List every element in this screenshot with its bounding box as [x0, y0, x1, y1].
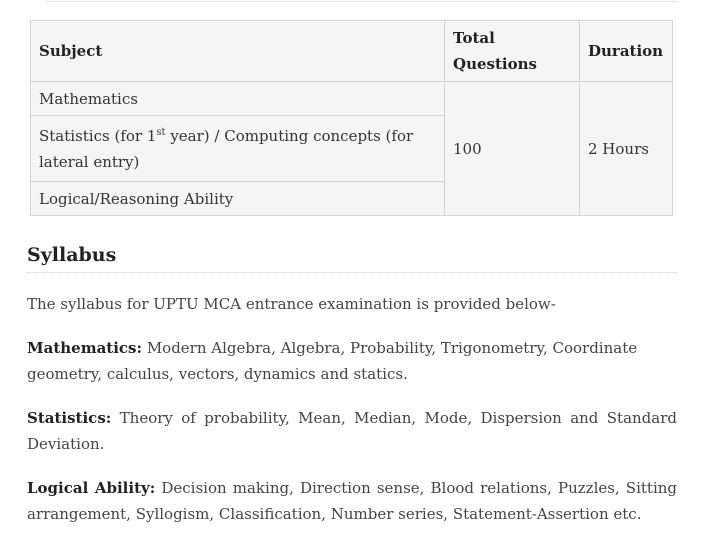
subject-cell-statistics: Statistics (for 1st year) / Computing co…: [30, 115, 445, 182]
syllabus-statistics: Statistics: Theory of probability, Mean,…: [27, 405, 677, 457]
total-questions-cell: 100: [444, 81, 580, 216]
header-total-questions: Total Questions: [444, 20, 580, 82]
syllabus-intro: The syllabus for UPTU MCA entrance exami…: [27, 295, 556, 313]
section-label: Mathematics:: [27, 339, 143, 357]
subject-cell-logical: Logical/Reasoning Ability: [30, 181, 445, 216]
section-text: Theory of probability, Mean, Median, Mod…: [27, 409, 677, 453]
syllabus-logical-ability: Logical Ability: Decision making, Direct…: [27, 475, 677, 527]
table-row: Mathematics 100 2 Hours: [30, 81, 673, 216]
top-divider: [46, 0, 678, 2]
header-subject: Subject: [30, 20, 445, 82]
section-label: Logical Ability:: [27, 479, 156, 497]
exam-pattern-table: Subject Total Questions Duration Mathema…: [30, 20, 673, 216]
syllabus-heading: Syllabus: [27, 243, 677, 273]
section-text: Modern Algebra, Algebra, Probability, Tr…: [27, 339, 638, 383]
table-header-row: Subject Total Questions Duration: [30, 20, 673, 82]
header-duration: Duration: [579, 20, 673, 82]
table-row: Logical/Reasoning Ability: [30, 181, 673, 216]
section-label: Statistics:: [27, 409, 112, 427]
duration-cell: 2 Hours: [579, 81, 673, 216]
table-row: Statistics (for 1st year) / Computing co…: [30, 115, 673, 182]
section-text: Decision making, Direction sense, Blood …: [27, 479, 677, 523]
subject-cell-mathematics: Mathematics: [30, 81, 445, 116]
syllabus-mathematics: Mathematics: Modern Algebra, Algebra, Pr…: [27, 335, 677, 387]
